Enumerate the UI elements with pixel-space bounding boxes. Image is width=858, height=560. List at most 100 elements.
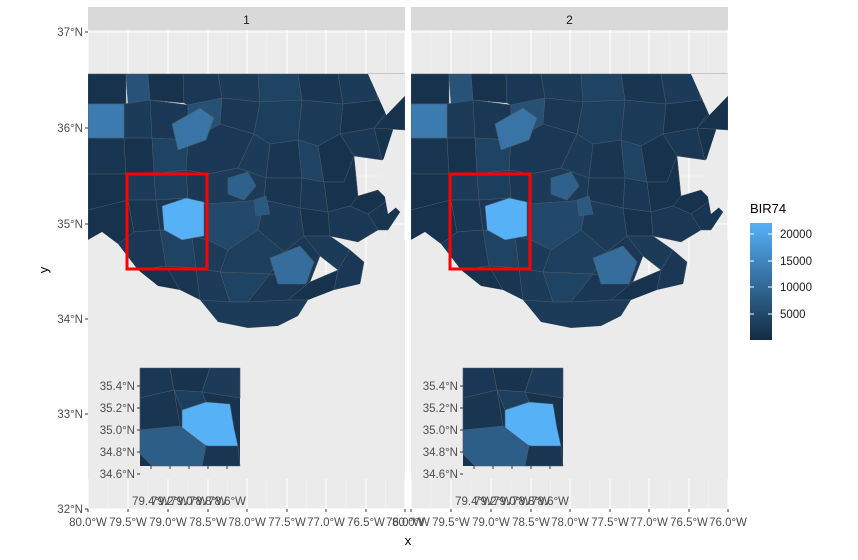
inset-x-tick-label: 79.4°W <box>132 496 170 508</box>
county-shape <box>576 99 626 145</box>
inset-y-tick-label: 34.8°N <box>100 447 135 459</box>
y-tick-label: 36°N <box>57 123 83 135</box>
inset-county-shape <box>524 367 564 399</box>
county-shape <box>446 99 476 139</box>
inset-x-tick-label: 78.8°W <box>512 496 550 508</box>
zoom-box <box>448 172 532 271</box>
x-tick-label: 77.0°W <box>307 517 345 529</box>
x-tick-label: 80.0°W <box>69 517 107 529</box>
legend-label: 10000 <box>780 282 812 294</box>
county-map <box>88 73 405 479</box>
facet-panel-2: 235.4°N35.2°N35.0°N34.8°N34.6°N79.4°W79.… <box>392 7 747 529</box>
county-map <box>411 73 728 479</box>
x-tick-label: 79.0°W <box>149 517 187 529</box>
county-shape <box>470 73 508 104</box>
county-shape <box>147 73 185 104</box>
x-tick-label: 78.5°W <box>512 517 550 529</box>
county-shape <box>297 73 344 105</box>
x-tick-label: 76.5°W <box>670 517 708 529</box>
x-tick-label: 79.5°W <box>109 517 147 529</box>
inset-y-tick-label: 35.4°N <box>100 381 135 393</box>
county-shape-highlight <box>269 245 315 285</box>
county-shape <box>540 73 584 103</box>
y-axis-title: y <box>36 266 51 273</box>
y-tick-label: 37°N <box>57 27 83 39</box>
county-shape-highlight <box>484 197 528 241</box>
x-tick-label: 77.5°W <box>591 517 629 529</box>
county-shape <box>299 207 331 237</box>
county-shape-highlight <box>227 171 257 201</box>
county-shape-highlight <box>550 171 580 201</box>
county-shape <box>411 73 450 105</box>
county-shape <box>580 73 626 103</box>
x-tick-label: 77.5°W <box>268 517 306 529</box>
county-shape <box>123 137 155 175</box>
inset-county-shape <box>524 445 564 467</box>
county-shape <box>448 173 480 201</box>
facet-strip <box>88 7 405 30</box>
county-shape <box>257 73 303 103</box>
county-shape <box>696 95 728 131</box>
y-tick-label: 35°N <box>57 219 83 231</box>
legend-label: 15000 <box>780 256 812 268</box>
inset-x-tick-label: 79.0°W <box>493 496 531 508</box>
county-shape <box>622 207 654 237</box>
county-shape <box>411 137 450 175</box>
county-shape <box>446 137 478 175</box>
facet-strip-label: 1 <box>243 13 250 27</box>
y-tick-label: 33°N <box>57 409 83 421</box>
x-tick-label: 76.0°W <box>709 517 747 529</box>
county-shape <box>88 137 127 175</box>
x-tick-label: 78.0°W <box>228 517 266 529</box>
x-tick-label: 78.0°W <box>551 517 589 529</box>
y-tick-label: 34°N <box>57 314 83 326</box>
inset-y-tick-label: 34.6°N <box>423 469 458 481</box>
county-shape-highlight <box>411 103 448 139</box>
inset-y-tick-label: 34.8°N <box>423 447 458 459</box>
inset-x-tick-label: 79.4°W <box>455 496 493 508</box>
inset-x-tick-label: 79.0°W <box>170 496 208 508</box>
facet-strip <box>411 7 728 30</box>
inset-x-tick-label: 78.6°W <box>208 496 246 508</box>
county-shape-highlight <box>576 195 594 217</box>
county-shape <box>620 73 667 105</box>
county-shape <box>88 73 127 105</box>
inset-county-shape <box>201 367 241 399</box>
county-shape <box>125 73 151 105</box>
county-shape-highlight <box>161 197 205 241</box>
county-shape-highlight <box>494 107 538 151</box>
zoom-box <box>125 172 209 271</box>
x-tick-label: 78.5°W <box>189 517 227 529</box>
x-tick-label: 77.0°W <box>630 517 668 529</box>
county-shape <box>217 73 261 103</box>
inset-y-tick-label: 35.0°N <box>423 425 458 437</box>
county-shape-highlight <box>253 195 271 217</box>
legend-title: BIR74 <box>750 201 786 216</box>
x-axis-title: x <box>405 533 412 548</box>
inset-y-tick-label: 35.2°N <box>100 403 135 415</box>
inset-y-tick-label: 35.4°N <box>423 381 458 393</box>
county-shape <box>622 177 652 213</box>
legend-colorbar <box>750 223 772 340</box>
x-tick-label: 76.5°W <box>347 517 385 529</box>
inset-map: 35.4°N 35.2°N 35.0°N 34.8°N 34.6°N 79.4°W79.2… <box>100 367 246 508</box>
county-shape-highlight <box>171 107 215 151</box>
county-shape <box>299 177 329 213</box>
inset-county-shape <box>201 445 241 467</box>
inset-x-tick-label: 79.2°W <box>151 496 189 508</box>
county-shape <box>125 173 157 201</box>
x-tick-label: 76.0°W <box>386 517 424 529</box>
county-shape <box>373 95 405 131</box>
x-tick-label: 79.0°W <box>472 517 510 529</box>
inset-y-tick-label: 35.0°N <box>100 425 135 437</box>
inset-x-tick-label: 79.2°W <box>474 496 512 508</box>
county-shape <box>265 139 303 179</box>
x-tick-label: 80.0°W <box>392 517 430 529</box>
inset-x-tick-label: 78.8°W <box>189 496 227 508</box>
county-shape-highlight <box>88 103 125 139</box>
legend: BIR74 20000 15000 10000 5000 <box>750 201 812 340</box>
county-shape <box>656 249 688 291</box>
county-shape <box>588 139 626 179</box>
